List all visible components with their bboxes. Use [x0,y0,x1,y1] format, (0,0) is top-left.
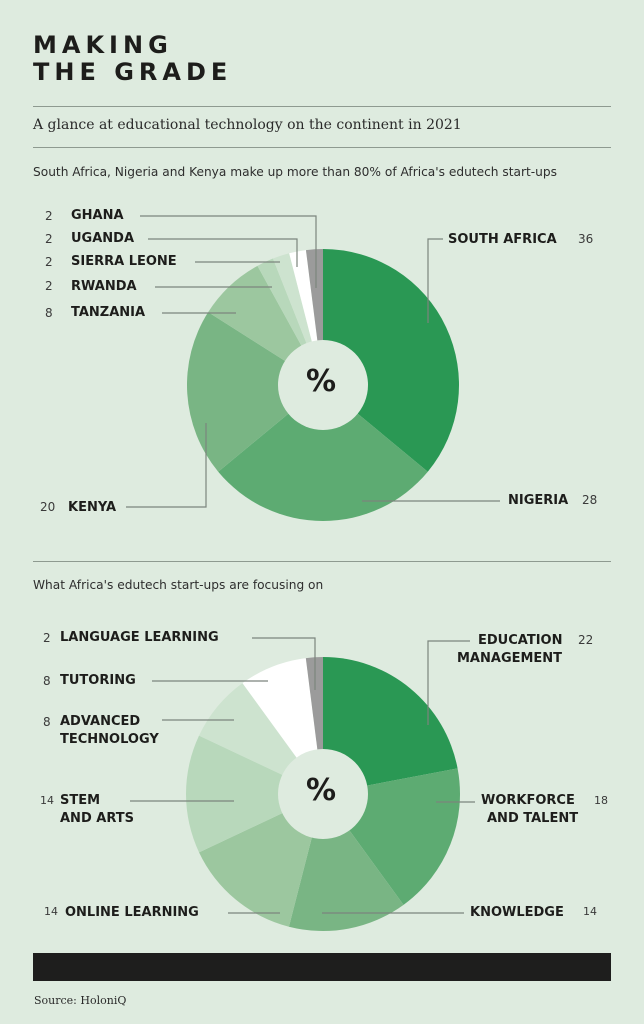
language-label: LANGUAGE LEARNING [60,630,219,645]
pie-chart-countries [186,248,460,522]
language-value: 2 [43,631,51,645]
source-note: Source: HoloniQ [34,994,127,1007]
tutoring-label: TUTORING [60,673,136,688]
south-africa-value: 36 [578,232,594,246]
chart1-caption: South Africa, Nigeria and Kenya make up … [33,165,557,179]
pie-slice-education-management [323,657,458,794]
education-label-line1: EDUCATION [478,633,563,648]
advanced-value: 8 [43,715,51,729]
leader-south-africa [427,238,443,323]
advanced-label-line1: ADVANCED [60,714,141,729]
knowledge-value: 14 [583,905,597,918]
ghana-value: 2 [45,209,53,223]
title-line-2: THE GRADE [33,58,233,86]
leader-kenya [126,423,207,508]
pie2-center-label: % [306,773,337,808]
ghana-label: GHANA [71,208,124,223]
rwanda-value: 2 [45,279,53,293]
divider [33,106,611,107]
pie-slice-stem-and-arts [186,735,323,853]
pie-slice-south-africa [323,249,460,472]
leader-education [427,640,470,725]
divider [33,147,611,148]
divider [33,561,611,562]
kenya-label: KENYA [68,500,117,515]
tanzania-label: TANZANIA [71,305,146,320]
pie2-hole [278,749,368,839]
leader-ghana [140,215,317,288]
footer-bar [33,953,611,981]
stem-value: 14 [40,794,54,807]
nigeria-value: 28 [582,493,598,507]
subtitle: A glance at educational technology on th… [33,117,462,133]
tanzania-value: 8 [45,306,53,320]
kenya-value: 20 [40,500,56,514]
south-africa-label: SOUTH AFRICA [448,232,557,247]
pie-slice-online-learning [199,794,323,927]
education-value: 22 [578,633,594,647]
chart1-leader-lines [126,215,500,508]
pie1-center-label: % [306,364,337,399]
sierra-leone-value: 2 [45,255,53,269]
knowledge-label: KNOWLEDGE [470,905,564,920]
page-title: MAKING THE GRADE [33,32,232,86]
title-line-1: MAKING [33,31,173,59]
uganda-value: 2 [45,232,53,246]
chart2-caption: What Africa's edutech start-ups are focu… [33,578,324,592]
pie-slice-kenya [186,312,323,472]
chart2-leader-lines [130,637,475,914]
online-label: ONLINE LEARNING [65,905,199,920]
nigeria-label: NIGERIA [508,493,569,508]
workforce-label-line1: WORKFORCE [481,793,575,808]
leader-language [252,637,316,690]
sierra-leone-label: SIERRA LEONE [71,254,177,269]
rwanda-label: RWANDA [71,279,137,294]
workforce-value: 18 [594,794,608,807]
pie1-hole [278,340,368,430]
leader-uganda [148,238,298,267]
stem-label-line2: AND ARTS [60,811,134,826]
workforce-label-line2: AND TALENT [487,811,579,826]
education-label-line2: MANAGEMENT [457,651,563,666]
uganda-label: UGANDA [71,231,135,246]
tutoring-value: 8 [43,674,51,688]
pie-slice-nigeria [218,385,428,522]
stem-label-line1: STEM [60,793,101,808]
advanced-label-line2: TECHNOLOGY [60,732,159,747]
online-value: 14 [44,905,58,918]
